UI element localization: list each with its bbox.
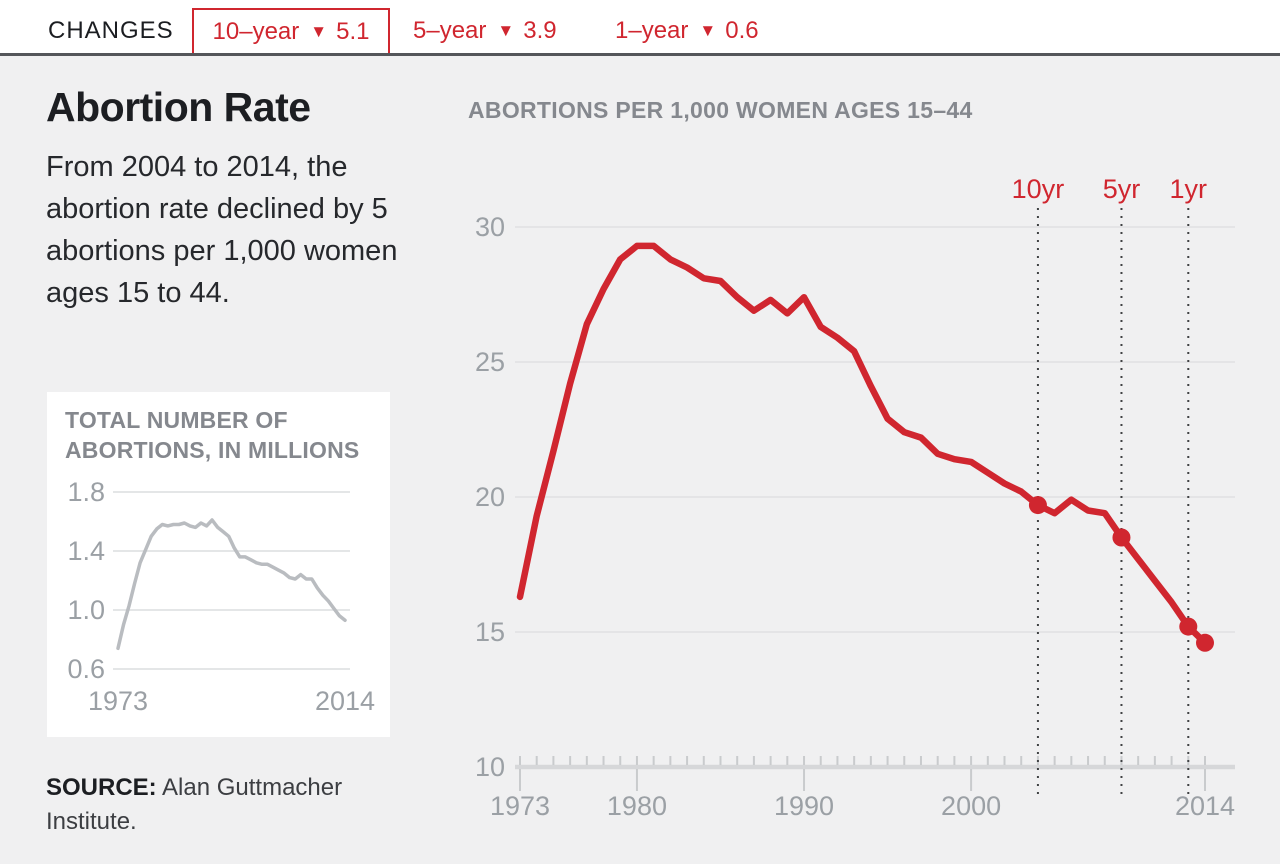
changes-bar: CHANGES 10–year ▼ 5.1 5–year ▼ 3.9 1–yea…	[0, 0, 1280, 56]
y-tick-label: 1.0	[67, 595, 105, 625]
change-label-5-year: 5–year	[413, 16, 487, 44]
y-tick-label: 20	[475, 482, 505, 512]
main-chart-title: ABORTIONS PER 1,000 WOMEN AGES 15–44	[468, 97, 973, 123]
chart-description: From 2004 to 2014, the abortion rate dec…	[46, 151, 398, 309]
source-text: Alan Guttmacher Institute.	[46, 774, 343, 835]
change-label-10-year: 10–year	[212, 17, 300, 45]
x-tick-label: 1980	[607, 791, 667, 821]
inset-chart-title: TOTAL NUMBER OF ABORTIONS, IN MILLIONS	[65, 407, 360, 463]
data-point-dot-2009	[1112, 528, 1131, 547]
data-line	[516, 242, 1209, 647]
y-tick-label: 10	[475, 752, 505, 782]
x-tick-label: 1990	[774, 791, 834, 821]
change-item-1-year: 1–year ▼ 0.6	[615, 8, 759, 53]
marker-label-10yr: 10yr	[1012, 174, 1065, 204]
change-value-5-year: 3.9	[523, 16, 557, 44]
x-tick-label: 2014	[1175, 791, 1235, 821]
source-label: SOURCE:	[46, 774, 157, 801]
inset-chart-card: TOTAL NUMBER OF ABORTIONS, IN MILLIONS 0…	[47, 392, 390, 737]
change-value-10-year: 5.1	[336, 17, 370, 45]
abortion-rate-chart: 10 15 20 25 30 1973 1980 1990 2000 2014 10yr 5yr 1yr	[475, 174, 1235, 821]
y-tick-label: 0.6	[67, 654, 105, 684]
page-title: Abortion Rate	[46, 84, 311, 130]
change-label-1-year: 1–year	[615, 16, 689, 44]
down-triangle-icon: ▼	[699, 20, 717, 40]
total-abortions-chart: 0.6 1.0 1.4 1.8 1973 2014	[67, 477, 375, 716]
marker-label-1yr: 1yr	[1170, 174, 1208, 204]
y-tick-label: 30	[475, 212, 505, 242]
change-item-10-year: 10–year ▼ 5.1	[192, 8, 390, 53]
y-tick-label: 1.4	[67, 536, 105, 566]
y-tick-label: 25	[475, 347, 505, 377]
x-tick-label: 1973	[88, 686, 148, 716]
change-item-5-year: 5–year ▼ 3.9	[413, 8, 557, 53]
x-tick-label: 1973	[490, 791, 550, 821]
x-tick-label: 2000	[941, 791, 1001, 821]
y-tick-label: 15	[475, 617, 505, 647]
data-point-dot-2013	[1179, 617, 1198, 636]
x-tick-label: 2014	[315, 686, 375, 716]
data-point-dot-2004	[1028, 496, 1047, 515]
change-value-1-year: 0.6	[725, 16, 759, 44]
data-line	[116, 518, 347, 651]
down-triangle-icon: ▼	[497, 20, 515, 40]
data-point-dot-2014	[1196, 633, 1214, 652]
source-note: SOURCE: Alan Guttmacher Institute.	[46, 771, 376, 839]
marker-label-5yr: 5yr	[1103, 174, 1141, 204]
changes-title: CHANGES	[48, 16, 174, 44]
down-triangle-icon: ▼	[310, 21, 328, 41]
y-tick-label: 1.8	[67, 477, 105, 507]
